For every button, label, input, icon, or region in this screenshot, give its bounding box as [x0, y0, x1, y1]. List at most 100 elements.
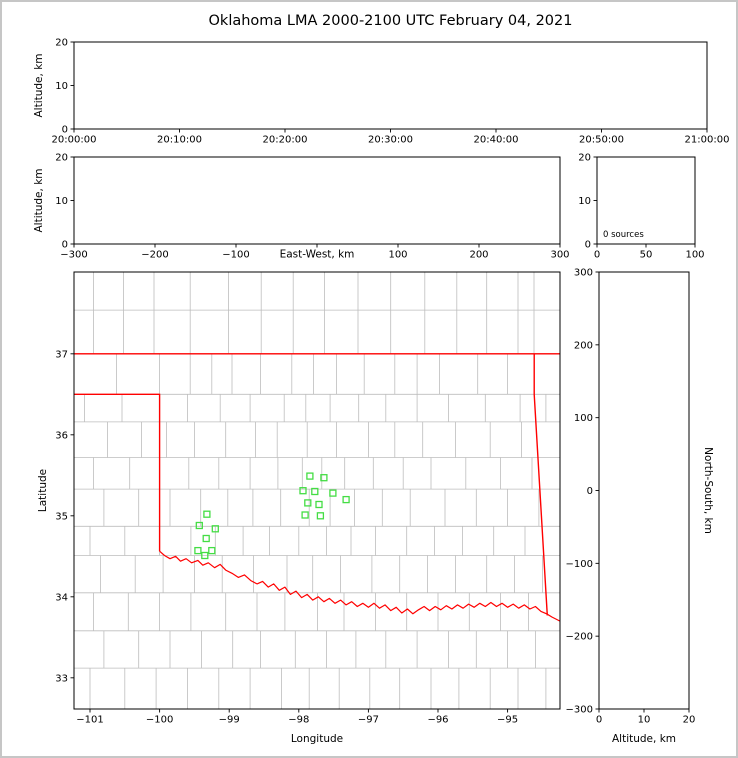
tick-label: 21:00:00	[685, 135, 730, 146]
tick-label: 0	[594, 250, 600, 261]
station-marker	[194, 546, 202, 555]
tick-label: 200	[574, 340, 593, 351]
x-ticks-ew-height: −300 −200 −100 100 200 300	[60, 244, 570, 261]
y-ticks-alt-histogram: 0 10 20	[578, 153, 597, 251]
tick-label: 20	[55, 38, 68, 49]
tick-label: 0	[62, 240, 68, 251]
tick-label: −100	[146, 715, 173, 726]
x-ticks-plan-map: −101 −100 −99 −98 −97 −96 −95	[76, 709, 518, 726]
panel-ns-height: 0 10 20 −300 −200 −100 0 100 200 300 North-South, …	[566, 268, 714, 746]
tick-label: −300	[566, 705, 593, 716]
x-ticks-alt-histogram: 0 50 100	[594, 244, 705, 261]
tick-label: 20:30:00	[368, 135, 413, 146]
tick-label: 0	[596, 715, 602, 726]
annotation-source-count: 0 sources	[603, 230, 644, 240]
panel-ew-height: −300 −200 −100 100 200 300 0 10 20 Altitude, km Ea…	[33, 153, 570, 261]
station-marker	[211, 525, 219, 533]
tick-label: −300	[60, 250, 87, 261]
y-ticks-ew-height: 0 10 20	[55, 153, 74, 251]
x-ticks-ns-height: 0 10 20	[596, 709, 696, 726]
y-axis-label-right-ns-height: North-South, km	[702, 447, 714, 534]
station-marker	[320, 474, 328, 482]
tick-label: −95	[497, 715, 518, 726]
tick-label: −101	[76, 715, 103, 726]
y-axis-label-plan-map: Latitude	[37, 469, 49, 512]
station-marker	[316, 512, 325, 520]
axis-frame-plan-map	[73, 271, 561, 710]
y-axis-label-ew-height: Altitude, km	[33, 168, 45, 232]
map-layers	[74, 272, 561, 709]
tick-label: 50	[640, 250, 653, 261]
tick-label: 10	[55, 196, 68, 207]
tick-label: 20:20:00	[263, 135, 308, 146]
tick-label: 36	[55, 430, 68, 441]
y-ticks-time-height: 0 10 20	[55, 38, 74, 136]
tick-label: −99	[219, 715, 240, 726]
station-marker	[301, 511, 309, 519]
station-marker	[329, 489, 337, 497]
state-border-line	[533, 353, 548, 616]
x-axis-label-ns-height: Altitude, km	[612, 733, 676, 745]
axis-frame-ns-height	[598, 271, 690, 710]
station-marker	[208, 546, 216, 555]
tick-label: −200	[566, 632, 593, 643]
tick-label: 0	[62, 125, 68, 136]
y-ticks-plan-map: 33 34 35 36 37	[55, 349, 74, 684]
axis-frame-time-height	[73, 41, 708, 130]
tick-label: 10	[578, 196, 591, 207]
tick-label: 35	[55, 511, 68, 522]
tick-label: −100	[566, 559, 593, 570]
station-marker	[195, 521, 203, 530]
y-ticks-ns-height: −300 −200 −100 0 100 200 300	[566, 268, 599, 716]
station-marker	[203, 510, 211, 518]
tick-label: −97	[358, 715, 379, 726]
x-axis-label-ew-height: East-West, km	[280, 249, 355, 261]
panel-time-height: 20:00:00 20:10:00 20:20:00 20:30:00 20:40:00…	[33, 38, 729, 146]
tick-label: 37	[55, 349, 68, 360]
tick-label: −98	[288, 715, 309, 726]
tick-label: 100	[685, 250, 704, 261]
tick-label: −200	[141, 250, 168, 261]
x-axis-label-plan-map: Longitude	[291, 733, 343, 745]
tick-label: 100	[574, 413, 593, 424]
tick-label: 20	[55, 153, 68, 164]
tick-label: 34	[55, 592, 68, 603]
tick-label: −96	[427, 715, 448, 726]
station-marker	[311, 487, 319, 496]
station-marker	[306, 472, 314, 480]
station-marker	[201, 551, 209, 560]
tick-label: 0	[585, 240, 591, 251]
station-marker	[342, 495, 350, 504]
tick-label: 20:40:00	[474, 135, 519, 146]
tick-label: 200	[469, 250, 488, 261]
tick-label: 10	[55, 81, 68, 92]
tick-label: −100	[222, 250, 249, 261]
lma-station-markers	[194, 472, 350, 560]
tick-label: 300	[550, 250, 569, 261]
station-marker	[304, 499, 312, 507]
tick-label: 10	[638, 715, 651, 726]
tick-label: 300	[574, 268, 593, 279]
state-border-line	[74, 393, 161, 552]
station-marker	[202, 534, 210, 543]
plot-title: Oklahoma LMA 2000-2100 UTC February 04, …	[208, 13, 573, 29]
x-ticks-time-height: 20:00:00 20:10:00 20:20:00 20:30:00 20:40:00…	[52, 129, 730, 146]
tick-label: 33	[55, 673, 68, 684]
axis-frame-ew-height	[73, 156, 561, 245]
tick-label: 20:50:00	[579, 135, 624, 146]
station-marker	[299, 487, 307, 495]
station-marker	[315, 500, 323, 509]
tick-label: 0	[587, 486, 593, 497]
red-river-line	[159, 550, 561, 622]
panel-plan-map: −101 −100 −99 −98 −97 −96 −95 33 34 35 36 37 Latitud…	[37, 271, 561, 745]
tick-label: 100	[388, 250, 407, 261]
y-axis-label-time-height: Altitude, km	[33, 53, 45, 117]
tick-label: 20:10:00	[157, 135, 202, 146]
county-lines	[74, 272, 560, 709]
tick-label: 20:00:00	[52, 135, 97, 146]
tick-label: 20	[683, 715, 696, 726]
tick-label: 20	[578, 153, 591, 164]
